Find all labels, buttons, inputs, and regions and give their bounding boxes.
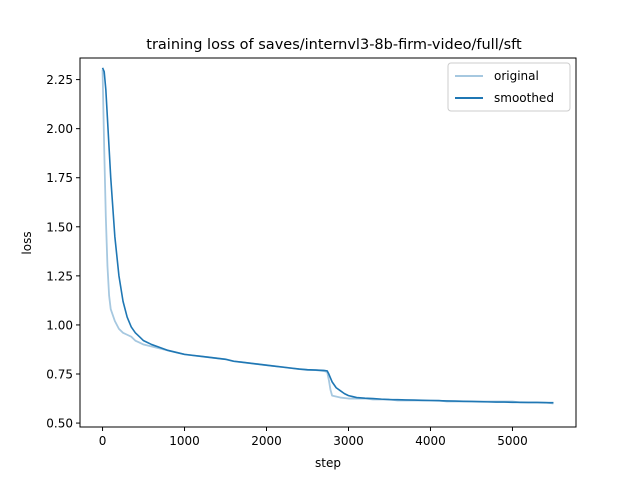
y-tick-label: 2.25: [46, 73, 73, 87]
x-tick-label: 4000: [415, 434, 446, 448]
series-line-smoothed: [101, 67, 554, 404]
y-axis: 0.50 0.75 1.00 1.25 1.50 1.75 2.00 2.25: [46, 73, 80, 431]
y-tick-label: 0.50: [46, 417, 73, 431]
y-tick-label: 0.75: [46, 368, 73, 382]
y-tick-label: 2.00: [46, 122, 73, 136]
x-axis-label: step: [315, 456, 341, 470]
x-axis: 0 1000 2000 3000 4000 5000: [99, 427, 528, 448]
series-line-original: [101, 69, 554, 405]
chart-title: training loss of saves/internvl3-8b-firm…: [146, 37, 522, 53]
plot-series: [101, 67, 554, 405]
x-tick-label: 2000: [251, 434, 282, 448]
x-tick-label: 5000: [497, 434, 528, 448]
plot-area-frame: [79, 57, 577, 428]
y-tick-label: 1.25: [46, 269, 73, 283]
y-tick-label: 1.00: [46, 318, 73, 332]
legend-label-original: original: [494, 69, 539, 83]
x-tick-label: 0: [99, 434, 107, 448]
x-tick-label: 1000: [169, 434, 200, 448]
y-tick-label: 1.75: [46, 171, 73, 185]
y-tick-label: 1.50: [46, 220, 73, 234]
legend-label-smoothed: smoothed: [494, 91, 554, 105]
y-axis-label: loss: [20, 231, 34, 254]
legend: original smoothed: [447, 62, 571, 112]
x-tick-label: 3000: [333, 434, 364, 448]
